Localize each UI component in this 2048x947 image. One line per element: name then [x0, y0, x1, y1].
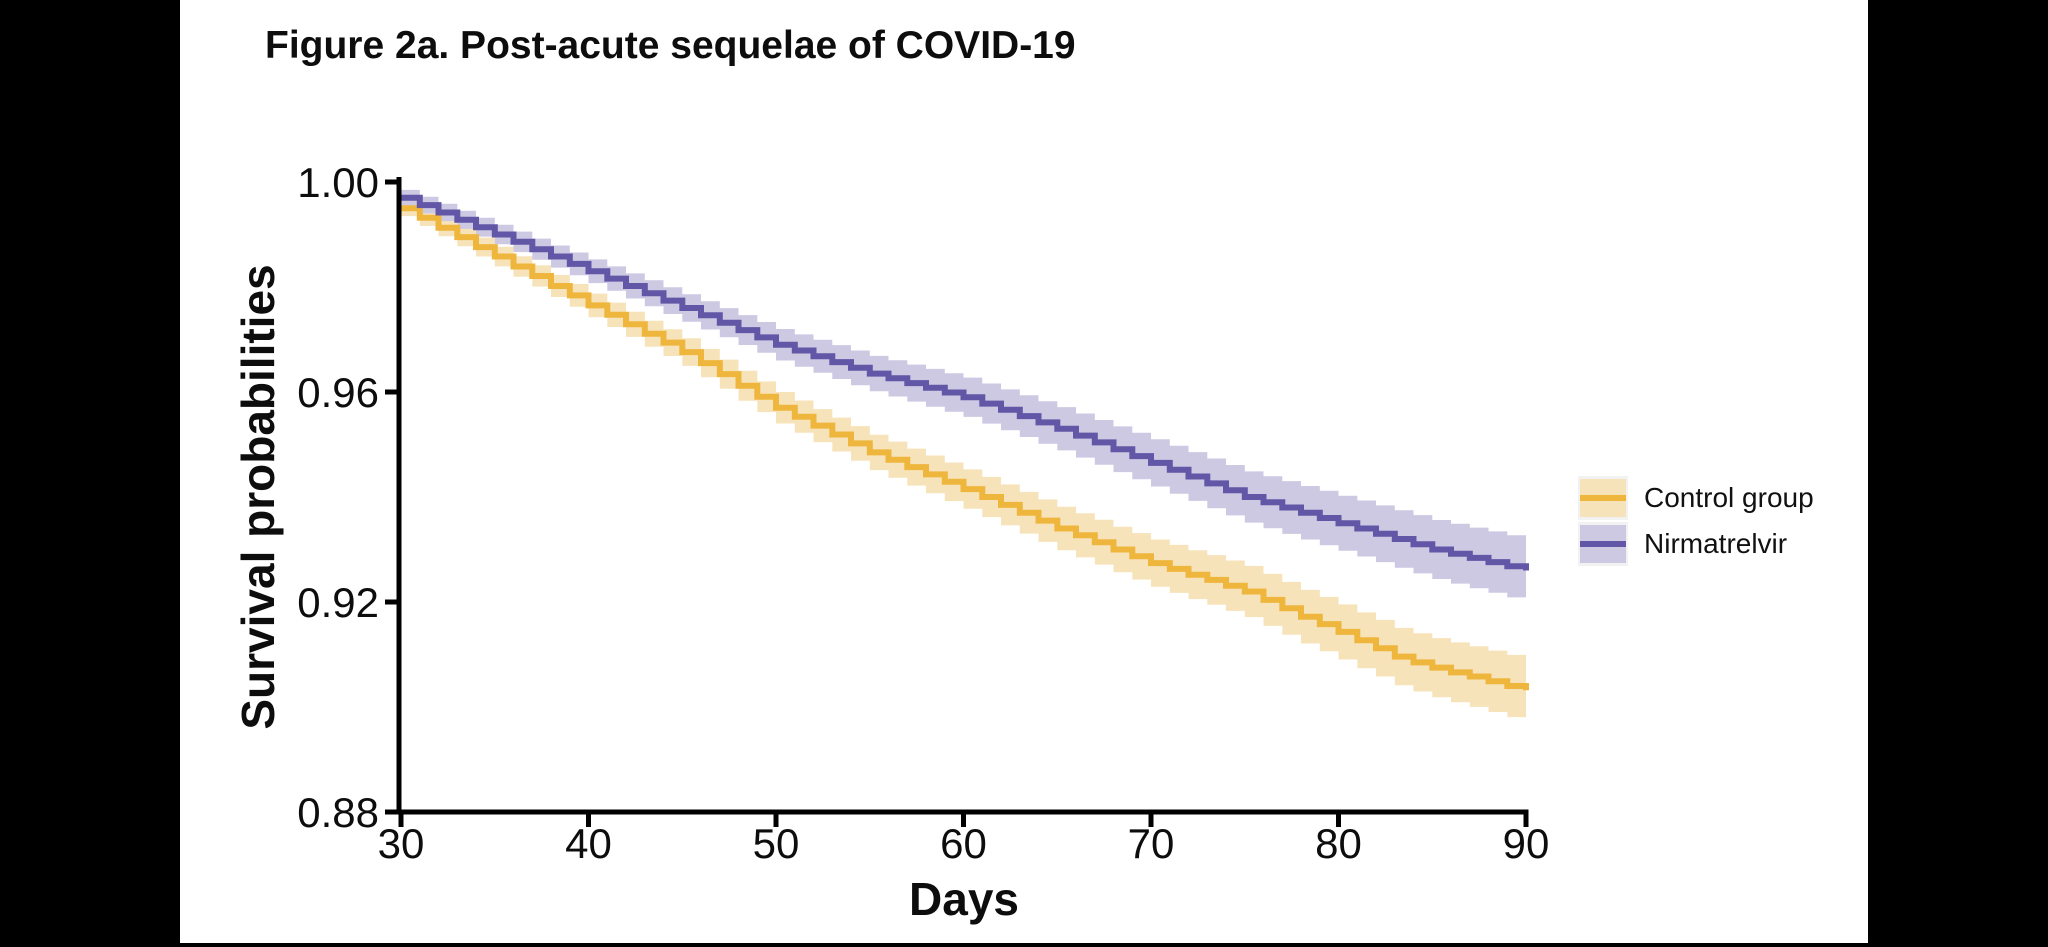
figure-title: Figure 2a. Post-acute sequelae of COVID-… — [265, 24, 1076, 67]
legend-line-swatch — [1580, 541, 1626, 547]
legend-item-control-group: Control group — [1578, 476, 1814, 520]
legend-label: Nirmatrelvir — [1644, 528, 1788, 559]
legend-key-control-group — [1578, 476, 1628, 520]
legend-label: Control group — [1644, 482, 1814, 513]
survival-curves — [401, 194, 1529, 691]
y-tick-label: 0.92 — [297, 579, 379, 626]
legend-item-nirmatrelvir: Nirmatrelvir — [1578, 522, 1814, 566]
x-tick-label: 50 — [753, 820, 800, 867]
legend-key-nirmatrelvir — [1578, 522, 1628, 566]
survival-curve-control-group — [401, 205, 1529, 691]
x-tick-label: 90 — [1503, 820, 1550, 867]
y-tick-label: 0.96 — [297, 369, 379, 416]
y-tick-label: 0.88 — [297, 789, 379, 836]
x-tick-label: 70 — [1128, 820, 1175, 867]
x-tick-label: 30 — [378, 820, 425, 867]
y-tick-label: 1.00 — [297, 159, 379, 206]
x-tick-label: 80 — [1315, 820, 1362, 867]
legend-line-swatch — [1580, 495, 1626, 501]
legend: Control group Nirmatrelvir — [1578, 476, 1814, 566]
legend-band-swatch — [1580, 525, 1626, 563]
confidence-band-control-group — [401, 200, 1526, 722]
survival-curve-nirmatrelvir — [401, 194, 1529, 571]
figure-canvas: Figure 2a. Post-acute sequelae of COVID-… — [180, 0, 1868, 943]
x-axis-title: Days — [909, 873, 1019, 925]
legend-band-swatch — [1580, 479, 1626, 517]
x-tick-label: 60 — [940, 820, 987, 867]
x-tick-label: 40 — [565, 820, 612, 867]
